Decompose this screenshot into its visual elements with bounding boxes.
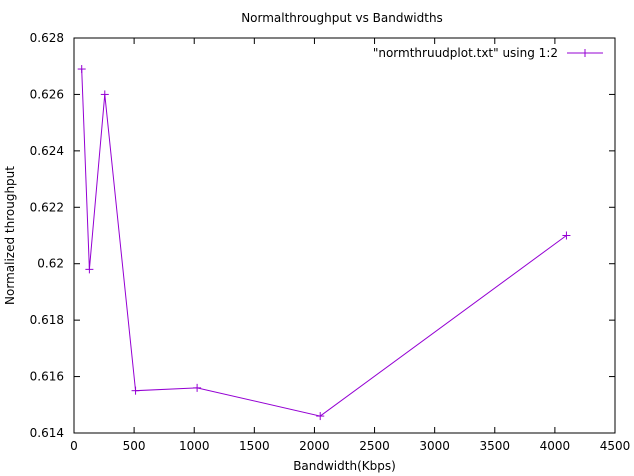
legend-sample <box>567 49 603 57</box>
x-tick-label: 500 <box>123 439 146 453</box>
y-axis-label: Normalized throughput <box>3 166 17 305</box>
x-tick-label: 4500 <box>600 439 631 453</box>
x-axis-label: Bandwidth(Kbps) <box>293 459 396 473</box>
y-tick-label: 0.618 <box>30 313 64 327</box>
x-tick-label: 3500 <box>480 439 511 453</box>
data-point-marker <box>316 412 325 421</box>
chart-title: Normalthroughput vs Bandwidths <box>241 11 443 25</box>
x-axis: 0 500 1000 1500 2000 2500 3000 3500 4000 4500 <box>70 38 630 453</box>
series-line <box>81 69 567 417</box>
y-tick-label: 0.616 <box>30 370 64 384</box>
legend: "normthruudplot.txt" using 1:2 <box>373 46 603 60</box>
data-point-marker <box>77 65 86 74</box>
y-tick-label: 0.624 <box>30 144 64 158</box>
y-tick-label: 0.62 <box>37 257 64 271</box>
data-point-marker <box>131 386 140 395</box>
x-tick-label: 4000 <box>540 439 571 453</box>
x-tick-label: 1500 <box>239 439 270 453</box>
data-point-marker <box>85 265 94 274</box>
legend-label: "normthruudplot.txt" using 1:2 <box>373 46 558 60</box>
y-tick-label: 0.626 <box>30 87 64 101</box>
x-tick-label: 1000 <box>179 439 210 453</box>
y-axis: 0.614 0.616 0.618 0.62 0.622 0.624 0.626 0.628 <box>30 31 615 440</box>
data-point-marker <box>100 90 109 99</box>
x-tick-label: 0 <box>70 439 78 453</box>
data-point-marker <box>562 231 571 240</box>
y-tick-label: 0.628 <box>30 31 64 45</box>
y-tick-label: 0.614 <box>30 426 64 440</box>
series-layer <box>77 65 571 421</box>
data-point-marker <box>193 383 202 392</box>
y-tick-label: 0.622 <box>30 200 64 214</box>
x-tick-label: 2500 <box>359 439 390 453</box>
plot-frame <box>73 37 616 434</box>
x-tick-label: 2000 <box>299 439 330 453</box>
x-tick-label: 3000 <box>419 439 450 453</box>
